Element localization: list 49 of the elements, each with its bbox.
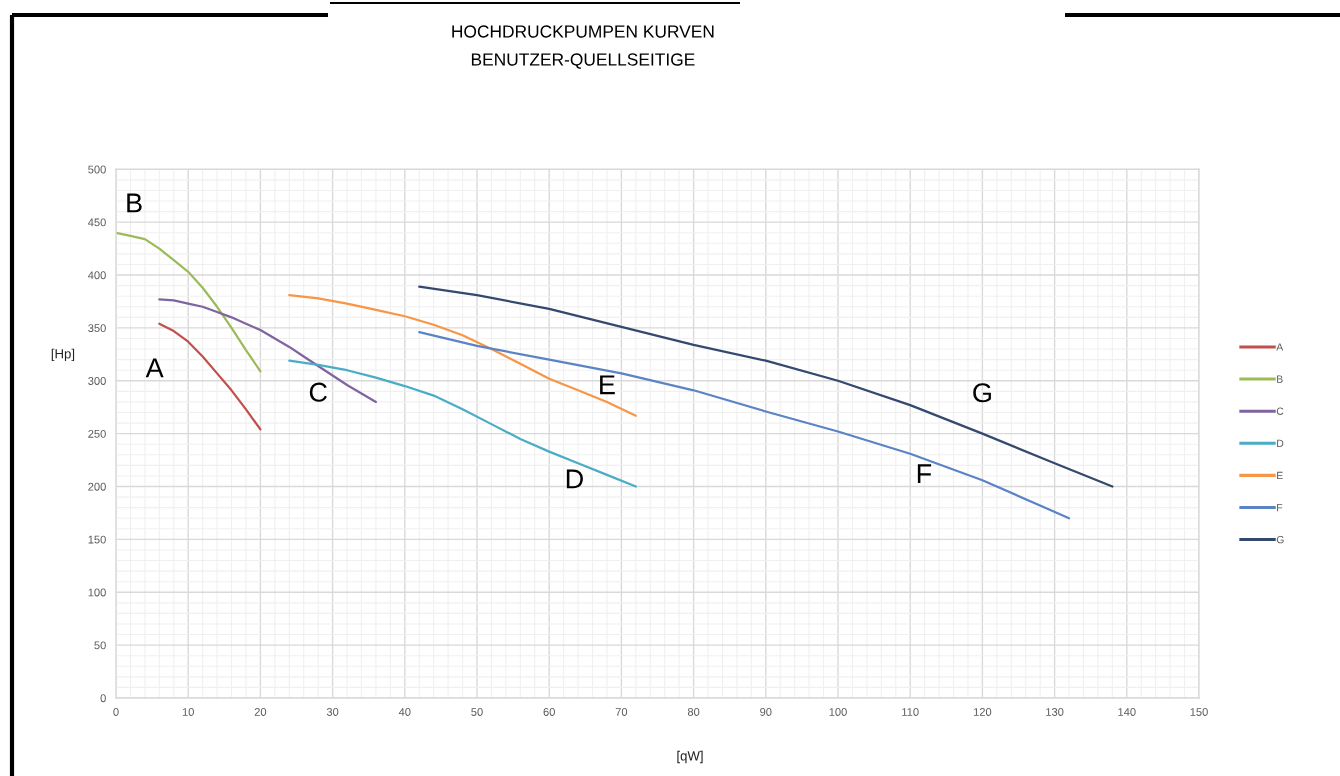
text: F	[917, 464, 932, 483]
y-tick-label: 100	[88, 588, 106, 597]
x-tick-label: 70	[615, 708, 628, 716]
line-series	[418, 331, 1071, 520]
y-tick-label: 350	[88, 324, 106, 333]
x-tick-label: 150	[1190, 708, 1208, 716]
x-axis-title: [qW]	[677, 750, 703, 764]
x-tick-label: 50	[471, 708, 483, 716]
x-tick-label: 60	[543, 708, 555, 716]
x-tick-label: 120	[973, 708, 992, 716]
text: D	[566, 469, 583, 489]
legend-label: G	[1276, 535, 1284, 544]
x-tick-label: 80	[687, 708, 700, 716]
text: A	[145, 358, 164, 378]
y-tick-label: 500	[88, 165, 106, 174]
y-axis-title: [Hp]	[51, 348, 75, 362]
y-tick-label: 250	[88, 429, 106, 438]
legend-label: B	[1277, 375, 1283, 383]
line-series	[288, 294, 637, 417]
text: C	[309, 382, 327, 402]
chart-title: HOCHDRUCKPUMPEN KURVEN	[452, 25, 714, 38]
x-tick-label: 90	[760, 708, 772, 716]
y-tick-label: 200	[88, 482, 106, 491]
text: B	[127, 193, 142, 213]
x-tick-label: 0	[113, 708, 119, 716]
x-tick-label: 30	[326, 708, 339, 716]
line-series	[288, 359, 637, 488]
x-tick-label: 140	[1118, 708, 1136, 716]
x-tick-label: 20	[254, 708, 267, 716]
x-tick-label: 100	[829, 708, 847, 716]
legend-label: A	[1276, 343, 1284, 351]
legend-label: D	[1277, 439, 1284, 447]
line-series	[418, 285, 1114, 488]
y-tick-label: 0	[100, 694, 106, 703]
y-tick-label: 400	[88, 271, 106, 280]
y-tick-label: 150	[88, 535, 106, 544]
x-tick-label: 40	[398, 708, 411, 716]
y-tick-label: 300	[88, 377, 106, 385]
x-tick-label: 130	[1046, 708, 1064, 716]
chart-subtitle: BENUTZER-QUELLSEITIGE	[471, 53, 695, 69]
legend-label: C	[1276, 407, 1284, 415]
y-tick-label: 50	[94, 641, 106, 650]
x-tick-label: 110	[902, 708, 919, 716]
x-tick-label: 10	[182, 708, 194, 716]
y-tick-label: 450	[88, 218, 106, 227]
text: G	[973, 383, 991, 403]
legend-label: F	[1277, 503, 1283, 512]
legend-label: E	[1277, 471, 1283, 480]
text: E	[600, 375, 615, 395]
